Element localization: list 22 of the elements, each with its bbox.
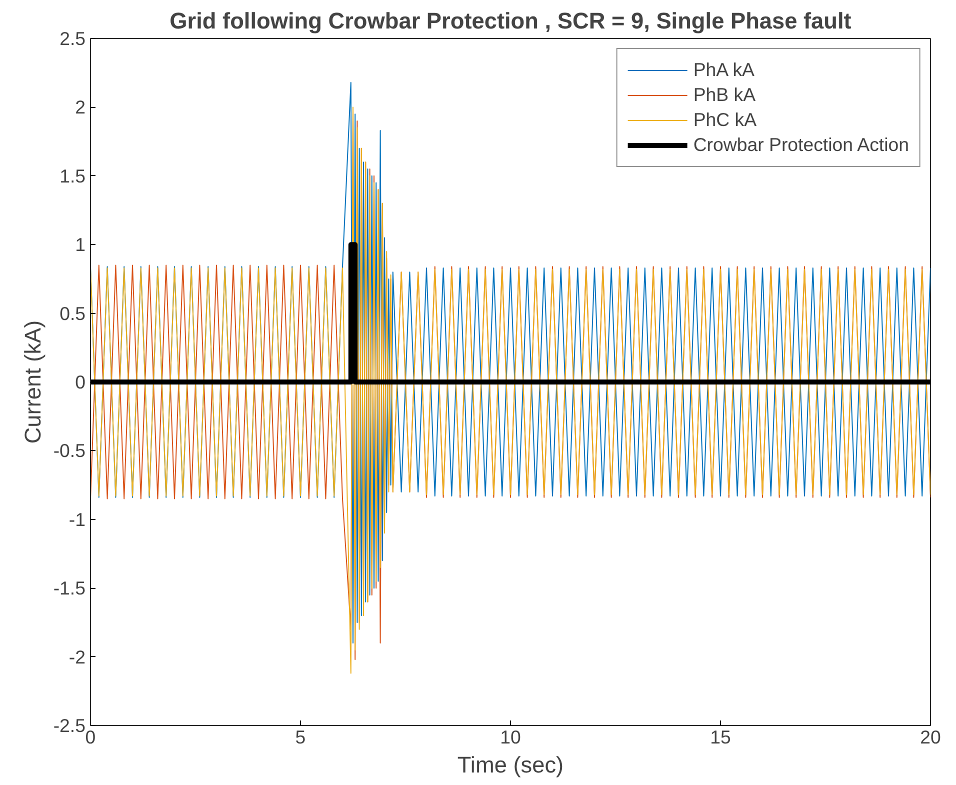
legend-label: PhC kA: [693, 109, 757, 131]
y-tick-label: -1: [68, 508, 86, 530]
y-tick-label: 1: [75, 234, 86, 256]
x-tick-label: 10: [500, 726, 521, 748]
y-tick-label: 0: [75, 372, 86, 392]
y-tick-label: 0.5: [60, 302, 86, 324]
y-tick-label: -1.5: [53, 578, 86, 599]
legend-label: PhB kA: [693, 84, 756, 106]
y-tick-label: 2.5: [60, 28, 86, 49]
x-axis-title: Time (sec): [457, 752, 564, 778]
y-tick-label: -2.5: [53, 715, 86, 736]
legend-label: Crowbar Protection Action: [693, 134, 909, 156]
y-tick-label: 1.5: [60, 165, 86, 186]
legend-label: PhA kA: [693, 59, 755, 81]
y-axis-title: Current (kA): [19, 320, 46, 444]
x-tick-label: 15: [710, 726, 731, 748]
chart-title: Grid following Crowbar Protection , SCR = 9, Single Phase fault: [170, 8, 852, 34]
y-tick-label: 2: [75, 96, 86, 118]
y-tick-label: -2: [68, 646, 86, 668]
x-tick-label: 20: [920, 726, 941, 748]
x-tick-label: 5: [295, 726, 306, 748]
y-tick-label: -0.5: [53, 440, 86, 462]
